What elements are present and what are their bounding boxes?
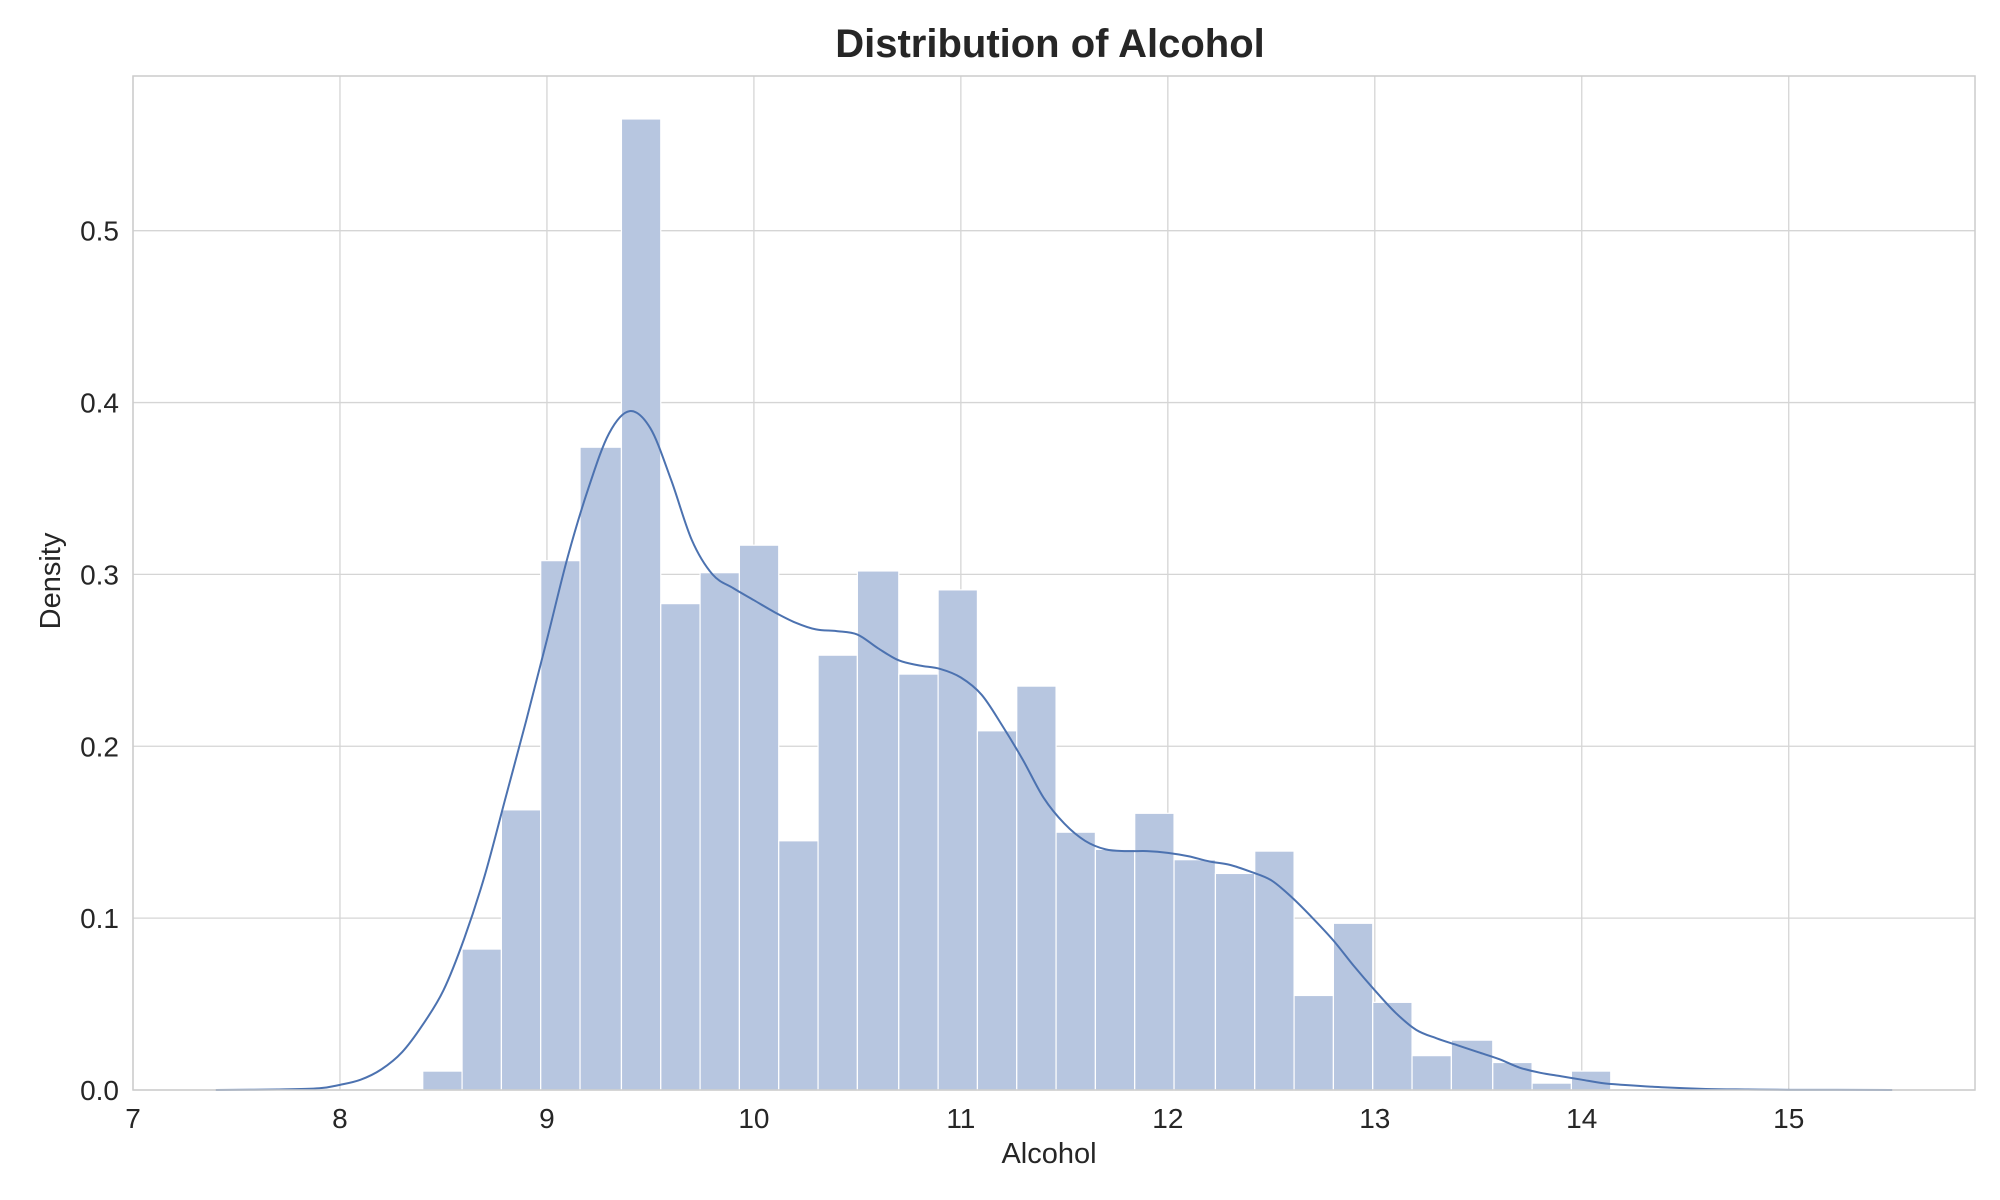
histogram-bar-0: [422, 1070, 463, 1091]
y-axis-label: Density: [35, 532, 67, 629]
histogram-bar-8: [738, 544, 780, 1091]
x-tick-label-2: 9: [539, 1103, 555, 1134]
histogram-bars: [422, 118, 1612, 1091]
histogram-bar-21: [1254, 850, 1295, 1091]
histogram-bar-26: [1450, 1039, 1494, 1091]
y-tick-label-0: 0.0: [80, 1075, 119, 1106]
y-tick-label-2: 0.2: [80, 731, 119, 762]
histogram-bar-16: [1055, 831, 1096, 1091]
x-tick-label-8: 15: [1773, 1103, 1804, 1134]
histogram-bar-25: [1411, 1055, 1452, 1091]
y-tick-label-4: 0.4: [80, 388, 119, 419]
x-axis-label: Alcohol: [1001, 1138, 1096, 1170]
x-tick-label-1: 8: [332, 1103, 348, 1134]
histogram-bar-17: [1094, 848, 1136, 1091]
y-tick-label-5: 0.5: [80, 216, 119, 247]
histogram-bar-1: [461, 948, 503, 1091]
histogram-bar-20: [1214, 872, 1256, 1091]
kde-curve: [215, 410, 1893, 1091]
histogram-bar-27: [1492, 1061, 1533, 1091]
histogram-bar-15: [1016, 685, 1057, 1091]
histogram-bar-12: [898, 673, 939, 1091]
x-tick-label-4: 11: [946, 1103, 975, 1134]
y-tick-label-1: 0.1: [80, 903, 119, 934]
tick-labels: 7 8 9 10 11 12 13 14 15 0.0 0.1 0.2 0.3 0.4 0.5: [80, 216, 1804, 1134]
y-tick-label-3: 0.3: [80, 559, 119, 590]
chart-title: Distribution of Alcohol: [835, 22, 1265, 66]
x-tick-label-3: 10: [738, 1103, 769, 1134]
x-tick-label-5: 12: [1152, 1103, 1183, 1134]
histogram-bar-9: [778, 840, 819, 1091]
histogram-bar-28: [1531, 1082, 1573, 1091]
x-tick-label-0: 7: [125, 1103, 141, 1134]
histogram-bar-3: [540, 560, 581, 1091]
histogram-bar-4: [579, 446, 623, 1091]
histogram-bar-2: [500, 809, 542, 1091]
histogram-bar-22: [1293, 994, 1335, 1091]
histogram-bar-13: [937, 589, 979, 1091]
histogram-bar-19: [1173, 859, 1217, 1091]
histogram-bar-14: [976, 730, 1018, 1091]
histogram-bar-24: [1372, 1001, 1413, 1091]
histogram-bar-6: [660, 603, 701, 1091]
histogram-bar-18: [1134, 812, 1175, 1091]
x-tick-label-6: 13: [1359, 1103, 1390, 1134]
x-tick-label-7: 14: [1566, 1103, 1597, 1134]
histogram-bar-10: [817, 654, 858, 1091]
plot-frame: [132, 75, 1976, 1091]
histogram-bar-7: [699, 572, 741, 1091]
histogram-bar-5: [620, 118, 662, 1091]
